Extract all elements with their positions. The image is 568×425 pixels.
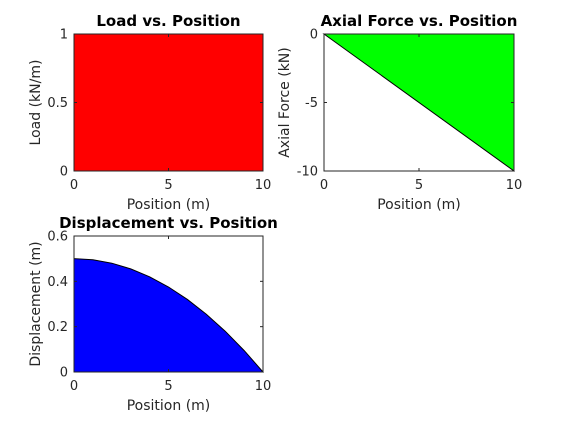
axial-force-xlabel: Position (m) bbox=[377, 197, 461, 213]
displacement-xtick-10: 10 bbox=[255, 379, 272, 394]
load-xlabel: Position (m) bbox=[127, 197, 211, 213]
load-title: Load vs. Position bbox=[96, 12, 240, 30]
displacement-ytick-0: 0 bbox=[60, 366, 68, 381]
displacement-xlabel: Position (m) bbox=[127, 398, 211, 414]
load-xtick-5: 5 bbox=[164, 178, 172, 193]
load-ylabel: Load (kN/m) bbox=[28, 60, 44, 146]
displacement-ytick-0.2: 0.2 bbox=[47, 320, 68, 335]
axial-force-ytick-neg10: -10 bbox=[297, 165, 318, 180]
subplot-load: Load vs. Position 0 5 10 0 0.5 1 Positio… bbox=[28, 12, 271, 213]
displacement-area bbox=[73, 258, 265, 373]
axial-force-ytick-0: 0 bbox=[310, 28, 318, 43]
load-ytick-0: 0 bbox=[60, 165, 68, 180]
axial-force-title: Axial Force vs. Position bbox=[321, 12, 518, 30]
load-ytick-0.5: 0.5 bbox=[47, 96, 68, 111]
axial-force-xtick-10: 10 bbox=[506, 178, 523, 193]
axial-force-xtick-5: 5 bbox=[415, 178, 423, 193]
subplot-displacement: Displacement vs. Position 0 5 10 0 0.2 0… bbox=[28, 214, 278, 414]
load-xtick-10: 10 bbox=[255, 178, 272, 193]
displacement-xtick-0: 0 bbox=[70, 379, 78, 394]
axial-force-xtick-0: 0 bbox=[320, 178, 328, 193]
displacement-xtick-5: 5 bbox=[164, 379, 172, 394]
subplot-axial-force: Axial Force vs. Position 0 5 10 -10 -5 0… bbox=[277, 12, 522, 213]
axial-force-ytick-neg5: -5 bbox=[305, 96, 318, 111]
load-xtick-0: 0 bbox=[70, 178, 78, 193]
load-area bbox=[73, 33, 264, 172]
displacement-title: Displacement vs. Position bbox=[59, 214, 278, 232]
displacement-ytick-0.4: 0.4 bbox=[47, 275, 68, 290]
displacement-ylabel: Displacement (m) bbox=[28, 241, 44, 366]
axial-force-ylabel: Axial Force (kN) bbox=[277, 47, 293, 158]
load-ytick-1: 1 bbox=[60, 28, 68, 43]
displacement-ytick-0.6: 0.6 bbox=[47, 230, 68, 245]
